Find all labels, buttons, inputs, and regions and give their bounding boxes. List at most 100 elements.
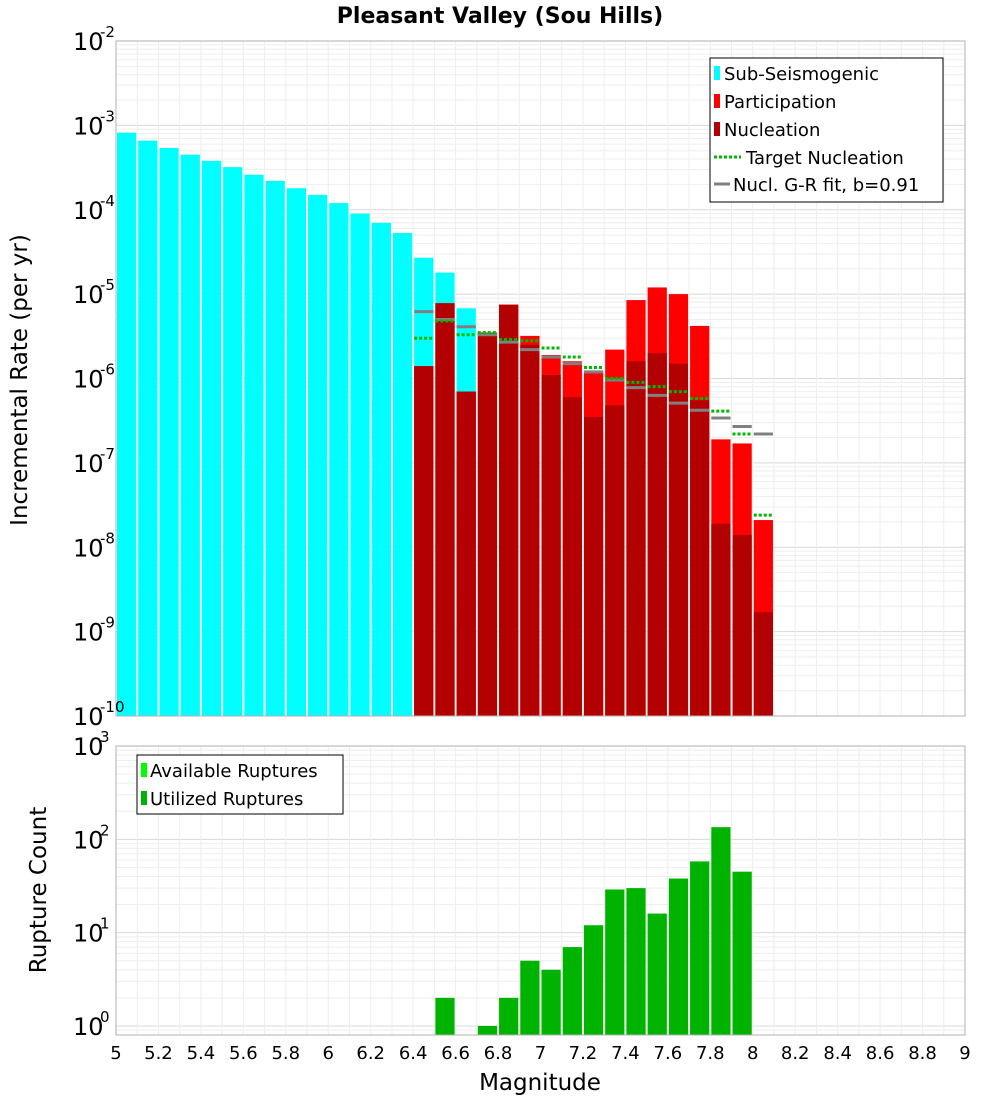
bottom-gridlines [115,746,966,1036]
nucleation-bar [690,400,710,716]
top-panel: 10-210-310-410-510-610-710-810-910-10 In… [7,23,966,731]
nucleation-bar [414,366,434,716]
top-y-tick-base: 10 [73,112,104,140]
x-tick-label: 6 [323,1043,334,1064]
top-y-tick-base: 10 [73,366,104,394]
x-tick-label: 7.8 [696,1043,725,1064]
x-tick-label: 6.4 [399,1043,428,1064]
top-y-tick-exponent: -2 [100,23,115,41]
nucleation-bar [711,523,731,716]
x-tick-label: 8.8 [908,1043,937,1064]
chart-title: Pleasant Valley (Sou Hills) [337,4,663,29]
utilized-ruptures-bar [477,1025,498,1035]
nucleation-series [414,303,773,716]
target-nucleation-series [414,319,773,517]
legend-swatch-sub-seismogenic [714,66,720,80]
legend-label-participation: Participation [724,92,836,113]
sub-seismogenic-bar [138,140,158,717]
top-y-tick-exponent: -5 [100,276,115,294]
top-legend-box [709,57,944,203]
utilized-ruptures-bar [562,947,582,1035]
x-tick-label: 6.6 [441,1043,470,1064]
x-tick-label: 5.8 [271,1043,300,1064]
nucleation-bar [626,361,646,716]
legend-label-target-nucleation: Target Nucleation [745,148,904,169]
x-tick-labels: 5 5.2 5.4 5.6 5.8 6 6.2 6.4 6.6 6.8 7 7.2 7.4 7.6 7.8 8… [110,1043,970,1064]
top-y-tick-base: 10 [73,703,104,731]
x-tick-label: 9 [959,1043,970,1064]
sub-seismogenic-bar [392,233,413,716]
nucleation-bar [605,405,625,716]
utilized-ruptures-series [435,827,752,1035]
sub-seismogenic-bar [244,174,264,716]
sub-seismogenic-bar [308,194,328,716]
bottom-y-tick-base: 10 [73,1013,104,1041]
legend-swatch-available-ruptures [141,763,147,777]
nucleation-bar [499,304,519,716]
x-tick-label: 5 [110,1043,121,1064]
legend-swatch-nucleation [714,122,720,136]
top-y-tick-exponent: -9 [100,614,115,632]
sub-seismogenic-bar [180,154,200,716]
x-tick-label: 7 [535,1043,546,1064]
nucleation-bar [477,332,498,716]
sub-seismogenic-bar [117,132,137,716]
bottom-y-tick-base: 10 [73,733,104,761]
top-y-tick-base: 10 [73,28,104,56]
nucleation-bar [435,303,455,716]
x-tick-label: 8.4 [823,1043,852,1064]
top-y-tick-base: 10 [73,281,104,309]
top-y-tick-base: 10 [73,197,104,225]
top-y-tick-exponent: -8 [100,529,115,547]
bottom-legend-box [136,754,344,815]
top-legend: Sub-Seismogenic Participation Nucleation… [709,57,944,203]
nucleation-bar [753,612,773,716]
bottom-legend: Available Ruptures Utilized Ruptures [136,754,344,815]
bottom-y-axis-label: Rupture Count [26,807,52,973]
sub-seismogenic-bar [265,180,285,716]
x-tick-label: 7.6 [654,1043,683,1064]
sub-seismogenic-bar [159,147,179,716]
x-tick-label: 6.8 [484,1043,513,1064]
x-tick-label: 8 [747,1043,758,1064]
nucleation-bar [520,344,540,716]
utilized-ruptures-bar [732,871,752,1035]
sub-seismogenic-bar [350,213,370,717]
utilized-ruptures-bar [647,913,667,1035]
utilized-ruptures-bar [520,960,540,1035]
bottom-y-tick-exponent: 0 [100,1008,110,1026]
x-tick-label: 7.4 [611,1043,640,1064]
top-y-tick-exponent: -6 [100,361,115,379]
top-y-tick-exponent: -4 [100,192,115,210]
legend-label-utilized-ruptures: Utilized Ruptures [150,789,303,810]
utilized-ruptures-bar [435,997,455,1035]
top-plot-frame [115,40,966,717]
sub-seismogenic-bar [201,160,222,717]
legend-label-gr-fit: Nucl. G-R fit, b=0.91 [733,175,919,196]
top-y-tick-exponent: -7 [100,445,115,463]
utilized-ruptures-bar [541,969,561,1035]
sub-seismogenic-bar [223,167,243,716]
bottom-plot-frame [115,745,966,1036]
top-y-axis-label: Incremental Rate (per yr) [7,234,33,526]
nucleation-bar [456,391,476,716]
top-y-tick-labels: 10-210-310-410-510-610-710-810-910-10 [73,23,125,731]
utilized-ruptures-bar [499,997,519,1035]
legend-swatch-utilized-ruptures [141,791,147,805]
x-tick-label: 8.2 [781,1043,810,1064]
top-y-tick-base: 10 [73,450,104,478]
x-tick-label: 5.4 [187,1043,216,1064]
x-tick-label: 5.2 [144,1043,173,1064]
bottom-y-tick-exponent: 1 [100,915,110,933]
bottom-y-tick-exponent: 3 [100,728,110,746]
utilized-ruptures-bar [583,925,604,1035]
utilized-ruptures-bar [605,889,625,1035]
utilized-ruptures-bar [626,888,646,1035]
x-axis-label: Magnitude [479,1070,601,1096]
bottom-y-tick-exponent: 2 [100,821,110,839]
nucleation-bar [562,397,582,716]
utilized-ruptures-bar [690,861,710,1035]
nucleation-bar [541,375,561,716]
